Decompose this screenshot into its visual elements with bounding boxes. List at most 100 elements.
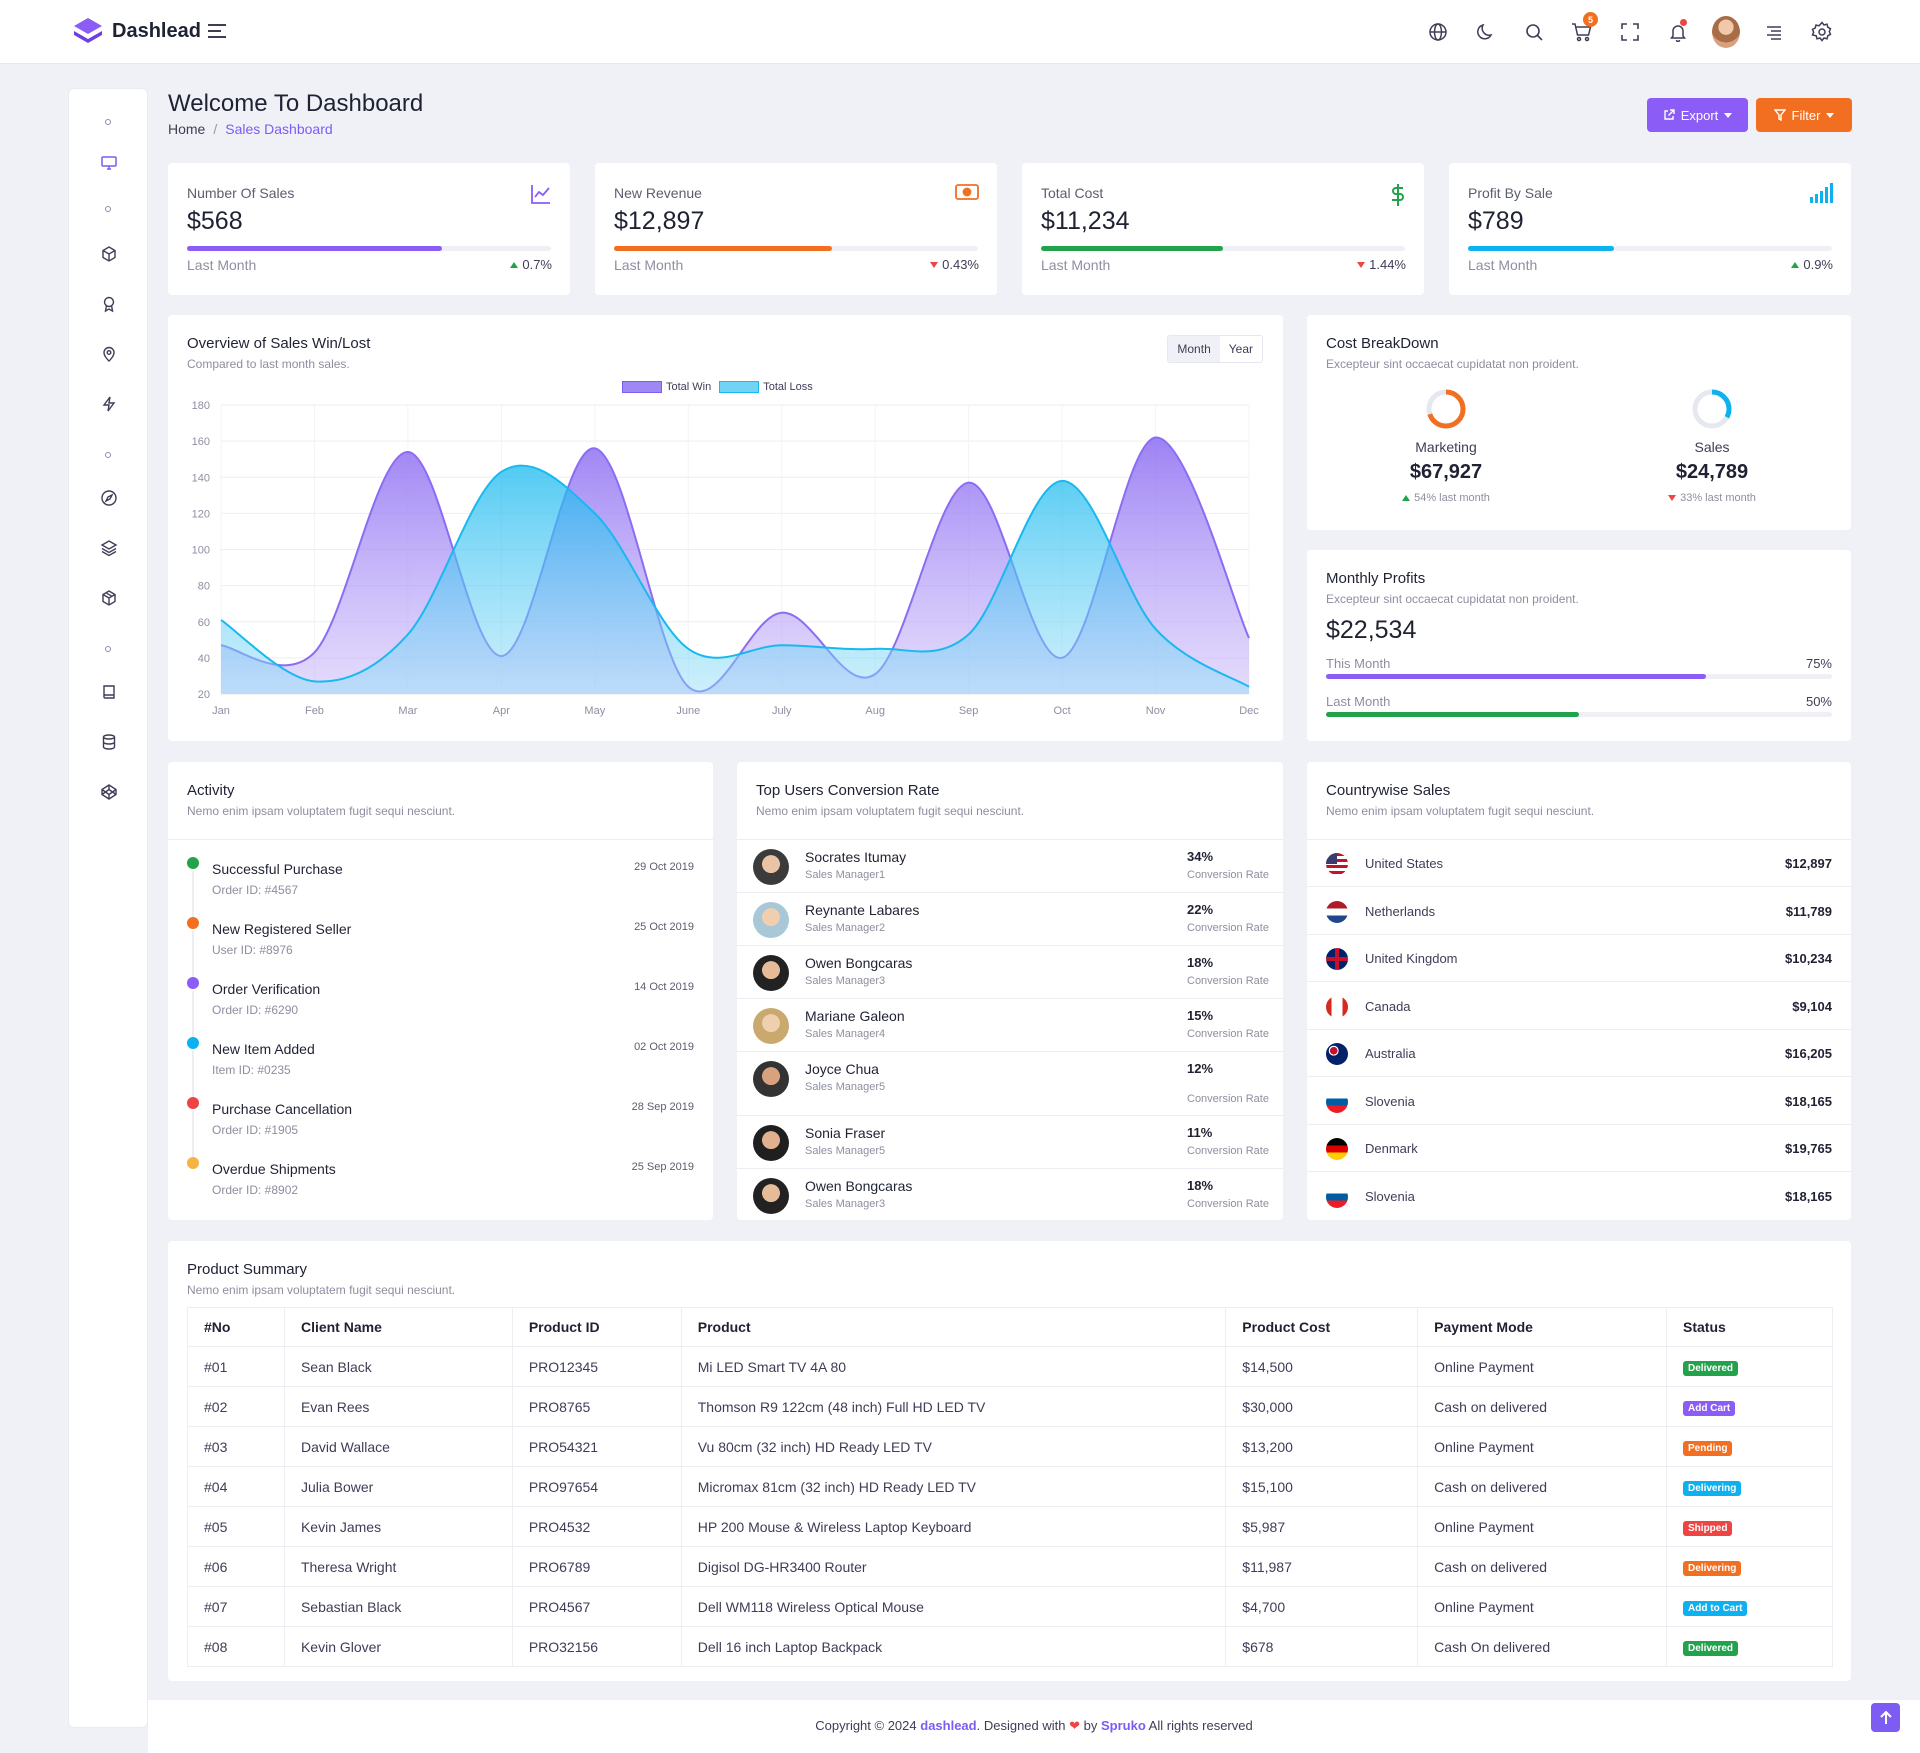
- user-row[interactable]: Socrates Itumay Sales Manager1 34% Conversi…: [737, 840, 1283, 893]
- x-tick-label: Aug: [865, 705, 885, 717]
- country-sales: $18,165: [1785, 1093, 1832, 1109]
- country-row[interactable]: Australia $16,205: [1307, 1030, 1851, 1077]
- country-row[interactable]: Canada $9,104: [1307, 983, 1851, 1030]
- menu-toggle-icon[interactable]: [208, 22, 228, 40]
- cell-no: #02: [187, 1386, 285, 1427]
- zap-icon[interactable]: [97, 392, 121, 416]
- table-row[interactable]: #04 Julia Bower PRO97654 Micromax 81cm (32 …: [187, 1466, 1833, 1507]
- de-flag-icon: [1326, 1138, 1348, 1160]
- stat-progress: [1468, 246, 1832, 251]
- user-row[interactable]: Reynante Labares Sales Manager2 22% Convers…: [737, 893, 1283, 946]
- country-row[interactable]: United Kingdom $10,234: [1307, 935, 1851, 982]
- activity-id: Order ID: #1905: [212, 1123, 299, 1137]
- stat-card: New Revenue $12,897 Last Month 0.43%: [595, 163, 997, 295]
- conversion-rate-label: Conversion Rate: [1187, 922, 1269, 934]
- activity-item: Overdue Shipments Order ID: #8902 25 Sep 2…: [187, 1155, 694, 1207]
- layers-icon[interactable]: [97, 536, 121, 560]
- breadcrumb: Home / Sales Dashboard: [168, 121, 333, 137]
- status-badge: Delivered: [1683, 1360, 1739, 1376]
- globe-icon[interactable]: [1424, 14, 1452, 50]
- country-row[interactable]: Slovenia $18,165: [1307, 1078, 1851, 1125]
- brand-logo[interactable]: Dashlead: [72, 16, 201, 46]
- cell-status: Delivered: [1666, 1346, 1833, 1387]
- table-row[interactable]: #01 Sean Black PRO12345 Mi LED Smart TV 4A …: [187, 1346, 1833, 1387]
- filter-button[interactable]: Filter: [1756, 98, 1852, 132]
- footer-brand-link[interactable]: dashlead: [920, 1718, 977, 1733]
- export-button[interactable]: Export: [1647, 98, 1748, 132]
- cart-icon[interactable]: 5: [1568, 12, 1598, 50]
- stat-card: Number Of Sales $568 Last Month 0.7%: [168, 163, 570, 295]
- award-icon[interactable]: [97, 292, 121, 316]
- filter-icon: [1773, 109, 1786, 121]
- activity-card: Activity Nemo enim ipsam voluptatem fugi…: [168, 762, 713, 1220]
- map-pin-icon[interactable]: [97, 342, 121, 366]
- moon-icon[interactable]: [1472, 14, 1500, 50]
- fullscreen-icon[interactable]: [1616, 14, 1644, 50]
- table-row[interactable]: #06 Theresa Wright PRO6789 Digisol DG-HR340…: [187, 1546, 1833, 1587]
- series-area-total-loss: [221, 465, 1249, 694]
- user-avatar: [753, 1125, 789, 1161]
- monitor-icon[interactable]: [97, 151, 121, 175]
- legend-total-win[interactable]: Total Win: [622, 381, 711, 394]
- user-role: Sales Manager1: [805, 869, 886, 881]
- timeline-dot: [187, 1097, 199, 1109]
- user-name: Joyce Chua: [805, 1061, 879, 1077]
- footer-author-link[interactable]: Spruko: [1100, 1718, 1146, 1733]
- user-row[interactable]: Mariane Galeon Sales Manager4 15% Conversio…: [737, 999, 1283, 1052]
- gear-icon[interactable]: [1808, 14, 1836, 50]
- card-subtitle: Excepteur sint occaecat cupidatat non pr…: [1326, 357, 1579, 371]
- cost-item-marketing: Marketing $67,927 54% last month: [1336, 387, 1556, 504]
- country-row[interactable]: Denmark $19,765: [1307, 1125, 1851, 1172]
- table-row[interactable]: #03 David Wallace PRO54321 Vu 80cm (32 inch…: [187, 1426, 1833, 1467]
- align-right-icon[interactable]: [1760, 14, 1788, 50]
- book-icon[interactable]: [97, 680, 121, 704]
- user-row[interactable]: Joyce Chua Sales Manager5 12% Conversion Ra…: [737, 1052, 1283, 1116]
- user-row[interactable]: Sonia Fraser Sales Manager5 11% Conversion …: [737, 1116, 1283, 1169]
- bell-icon[interactable]: [1664, 14, 1692, 50]
- country-row[interactable]: Slovenia $18,165: [1307, 1173, 1851, 1220]
- table-row[interactable]: #07 Sebastian Black PRO4567 Dell WM118 Wire…: [187, 1586, 1833, 1627]
- package-icon[interactable]: [97, 586, 121, 610]
- card-title: Top Users Conversion Rate: [756, 782, 940, 799]
- conversion-rate-label: Conversion Rate: [1187, 1028, 1269, 1040]
- search-icon[interactable]: [1520, 14, 1548, 50]
- compass-icon[interactable]: [97, 486, 121, 510]
- table-row[interactable]: #08 Kevin Glover PRO32156 Dell 16 inch Lapt…: [187, 1626, 1833, 1667]
- country-row[interactable]: United States $12,897: [1307, 840, 1851, 887]
- stat-foot: Last Month: [1041, 257, 1111, 273]
- x-tick-label: Dec: [1239, 705, 1259, 717]
- countrywise-card: Countrywise Sales Nemo enim ipsam volupt…: [1307, 762, 1851, 1220]
- codepen-icon[interactable]: [97, 780, 121, 804]
- cell-pid: PRO4532: [511, 1506, 682, 1547]
- series-area-total-win: [221, 437, 1249, 694]
- user-row[interactable]: Owen Bongcaras Sales Manager3 18% Conversio…: [737, 946, 1283, 999]
- breadcrumb-home[interactable]: Home: [168, 121, 206, 137]
- cell-pid: PRO32156: [511, 1626, 682, 1667]
- activity-item: New Registered Seller User ID: #8976 25 Oc…: [187, 915, 694, 977]
- cell-product: Digisol DG-HR3400 Router: [680, 1546, 1227, 1587]
- box-icon[interactable]: [97, 242, 121, 266]
- sidebar-dot: [105, 206, 111, 212]
- user-avatar: [753, 955, 789, 991]
- cell-mode: Online Payment: [1417, 1426, 1668, 1467]
- user-role: Sales Manager3: [805, 975, 886, 987]
- tab-year[interactable]: Year: [1228, 342, 1253, 356]
- database-icon[interactable]: [97, 730, 121, 754]
- cell-mode: Cash On delivered: [1417, 1626, 1668, 1667]
- cell-cost: $5,987: [1225, 1506, 1419, 1547]
- tab-month[interactable]: Month: [1168, 336, 1220, 362]
- timeline-line: [192, 1111, 194, 1157]
- legend-total-loss[interactable]: Total Loss: [719, 381, 813, 394]
- user-row[interactable]: Owen Bongcaras Sales Manager3 18% Conversio…: [737, 1169, 1283, 1222]
- table-row[interactable]: #05 Kevin James PRO4532 HP 200 Mouse & Wire…: [187, 1506, 1833, 1547]
- conversion-rate-label: Conversion Rate: [1187, 1145, 1269, 1157]
- signal-icon: [1809, 183, 1833, 203]
- table-row[interactable]: #02 Evan Rees PRO8765 Thomson R9 122cm (48 …: [187, 1386, 1833, 1427]
- cell-product: Dell WM118 Wireless Optical Mouse: [680, 1586, 1227, 1627]
- back-to-top-button[interactable]: [1871, 1703, 1900, 1732]
- user-name: Owen Bongcaras: [805, 955, 913, 971]
- country-row[interactable]: Netherlands $11,789: [1307, 888, 1851, 935]
- y-tick-label: 180: [192, 400, 210, 412]
- status-badge: Pending: [1683, 1440, 1733, 1456]
- user-avatar[interactable]: [1712, 14, 1740, 50]
